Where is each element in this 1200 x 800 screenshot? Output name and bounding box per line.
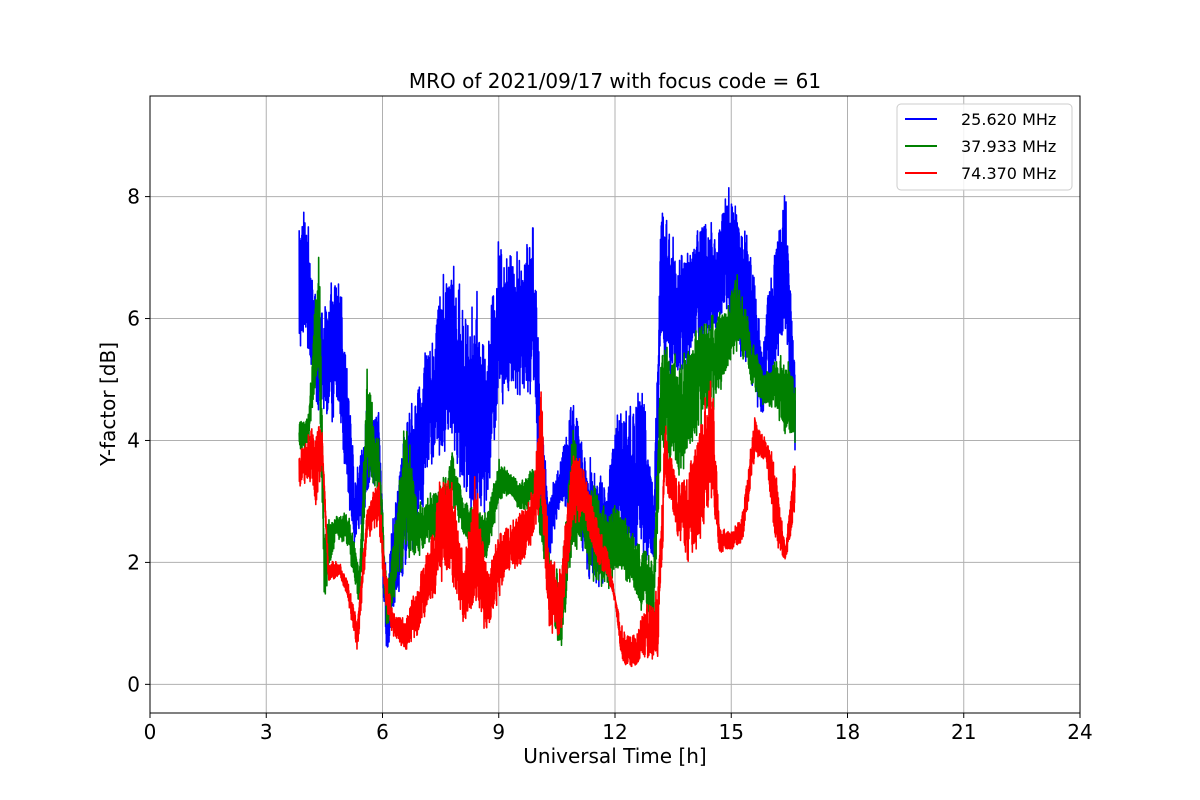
y-tick-label: 0: [127, 672, 140, 696]
y-tick-label: 8: [127, 185, 140, 209]
x-axis-label: Universal Time [h]: [523, 744, 706, 768]
x-tick-label: 18: [835, 720, 860, 744]
x-tick-label: 0: [144, 720, 157, 744]
x-tick-label: 3: [260, 720, 273, 744]
x-tick-label: 21: [951, 720, 976, 744]
legend-label: 37.933 MHz: [961, 137, 1056, 156]
chart-title: MRO of 2021/09/17 with focus code = 61: [409, 69, 821, 93]
y-tick-label: 2: [127, 550, 140, 574]
legend-label: 74.370 MHz: [961, 164, 1056, 183]
x-tick-label: 9: [492, 720, 505, 744]
y-tick-label: 4: [127, 428, 140, 452]
y-axis: 0 2 4 6 8: [127, 185, 150, 696]
x-tick-label: 15: [719, 720, 744, 744]
x-tick-label: 12: [602, 720, 627, 744]
x-tick-label: 6: [376, 720, 389, 744]
y-tick-label: 6: [127, 307, 140, 331]
legend-box: [896, 103, 1073, 191]
legend-label: 25.620 MHz: [961, 110, 1056, 129]
x-axis: 0 3 6 9 12 15 18 21 24: [144, 713, 1093, 744]
x-tick-label: 24: [1067, 720, 1092, 744]
legend: 25.620 MHz 37.933 MHz 74.370 MHz: [896, 103, 1073, 191]
series-line-3: [298, 380, 796, 668]
series-layer: [298, 186, 796, 668]
y-axis-label: Y-factor [dB]: [96, 342, 120, 467]
